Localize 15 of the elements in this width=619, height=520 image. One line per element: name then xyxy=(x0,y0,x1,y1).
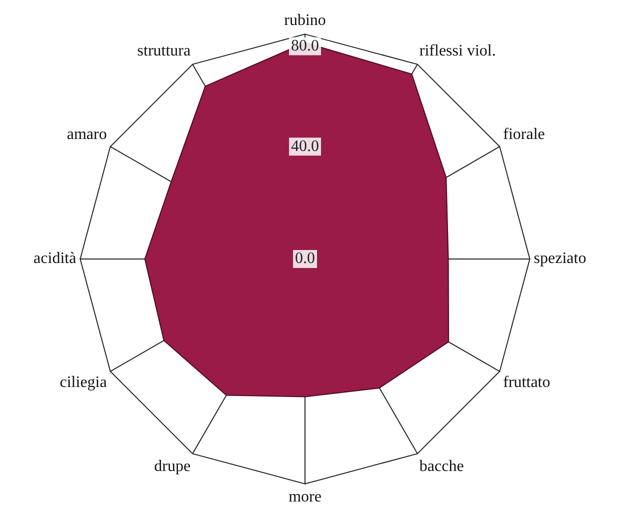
spoke-label: riflessi viol. xyxy=(419,42,496,60)
y-tick-label: 40.0 xyxy=(291,138,319,155)
spoke-label: more xyxy=(288,488,322,506)
y-tick-label: 0.0 xyxy=(295,250,315,268)
spoke-label: fruttato xyxy=(503,374,550,392)
spoke-label: struttura xyxy=(137,42,191,60)
spoke-label: drupe xyxy=(154,458,191,475)
spoke-label: ciliegia xyxy=(60,374,107,392)
y-tick-label: 80.0 xyxy=(291,37,319,54)
spoke-label: fiorale xyxy=(503,126,545,144)
spoke-label: bacche xyxy=(419,458,464,475)
spoke-label: speziato xyxy=(534,250,586,268)
spoke-label: acidità xyxy=(34,250,76,268)
spoke-label: amaro xyxy=(66,126,107,144)
spoke-label: rubino xyxy=(284,12,326,29)
